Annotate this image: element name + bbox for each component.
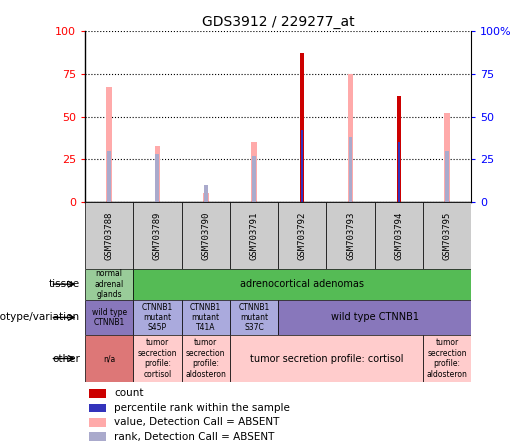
Text: count: count <box>114 388 144 399</box>
Bar <box>300 53 304 202</box>
Bar <box>301 130 303 202</box>
Text: GSM703792: GSM703792 <box>298 211 307 259</box>
Bar <box>230 300 278 335</box>
Bar <box>133 300 182 335</box>
Text: percentile rank within the sample: percentile rank within the sample <box>114 403 290 413</box>
Text: rank, Detection Call = ABSENT: rank, Detection Call = ABSENT <box>114 432 274 442</box>
Bar <box>133 335 182 382</box>
Text: GSM703790: GSM703790 <box>201 211 210 259</box>
Bar <box>89 418 106 427</box>
Bar <box>156 154 159 202</box>
Text: GSM703788: GSM703788 <box>105 211 114 259</box>
Text: tissue: tissue <box>49 279 80 289</box>
Bar <box>133 202 182 269</box>
Bar <box>85 335 133 382</box>
Bar <box>348 74 353 202</box>
Bar <box>375 202 423 269</box>
Text: genotype/variation: genotype/variation <box>0 313 80 322</box>
Text: GSM703789: GSM703789 <box>153 211 162 259</box>
Text: tumor secretion profile: cortisol: tumor secretion profile: cortisol <box>250 353 403 364</box>
Text: CTNNB1
mutant
S37C: CTNNB1 mutant S37C <box>238 302 269 333</box>
Bar <box>107 151 111 202</box>
Bar <box>204 185 208 202</box>
Bar <box>182 335 230 382</box>
Bar <box>182 202 230 269</box>
Bar <box>182 300 230 335</box>
Bar <box>423 202 471 269</box>
Bar <box>327 202 375 269</box>
Bar <box>133 269 471 300</box>
Text: wild type CTNNB1: wild type CTNNB1 <box>331 313 419 322</box>
Bar <box>89 389 106 398</box>
Bar <box>85 300 133 335</box>
Text: tumor
secrection
profile:
cortisol: tumor secrection profile: cortisol <box>138 338 177 379</box>
Bar <box>251 142 257 202</box>
Bar <box>230 335 423 382</box>
Bar <box>85 202 133 269</box>
Text: value, Detection Call = ABSENT: value, Detection Call = ABSENT <box>114 417 279 428</box>
Text: tumor
secrection
profile:
aldosteron: tumor secrection profile: aldosteron <box>185 338 226 379</box>
Text: GSM703794: GSM703794 <box>394 211 403 259</box>
Bar <box>278 300 471 335</box>
Bar <box>89 432 106 441</box>
Bar <box>106 87 112 202</box>
Bar <box>445 151 449 202</box>
Bar <box>278 202 327 269</box>
Text: GSM703793: GSM703793 <box>346 211 355 259</box>
Bar <box>444 113 450 202</box>
Text: CTNNB1
mutant
S45P: CTNNB1 mutant S45P <box>142 302 173 333</box>
Bar <box>398 142 400 202</box>
Bar <box>89 404 106 412</box>
Text: other: other <box>52 353 80 364</box>
Bar <box>397 96 401 202</box>
Text: CTNNB1
mutant
T41A: CTNNB1 mutant T41A <box>190 302 221 333</box>
Text: tumor
secrection
profile:
aldosteron: tumor secrection profile: aldosteron <box>426 338 468 379</box>
Bar <box>85 269 133 300</box>
Bar <box>349 137 352 202</box>
Text: normal
adrenal
glands: normal adrenal glands <box>94 269 124 299</box>
Bar <box>252 156 256 202</box>
Text: adrenocortical adenomas: adrenocortical adenomas <box>240 279 364 289</box>
Text: GSM703791: GSM703791 <box>249 211 259 259</box>
Bar <box>230 202 278 269</box>
Bar <box>203 194 209 202</box>
Text: GSM703795: GSM703795 <box>442 211 452 259</box>
Text: wild type
CTNNB1: wild type CTNNB1 <box>92 308 127 327</box>
Text: n/a: n/a <box>103 354 115 363</box>
Title: GDS3912 / 229277_at: GDS3912 / 229277_at <box>202 15 354 29</box>
Bar <box>154 146 160 202</box>
Bar <box>423 335 471 382</box>
